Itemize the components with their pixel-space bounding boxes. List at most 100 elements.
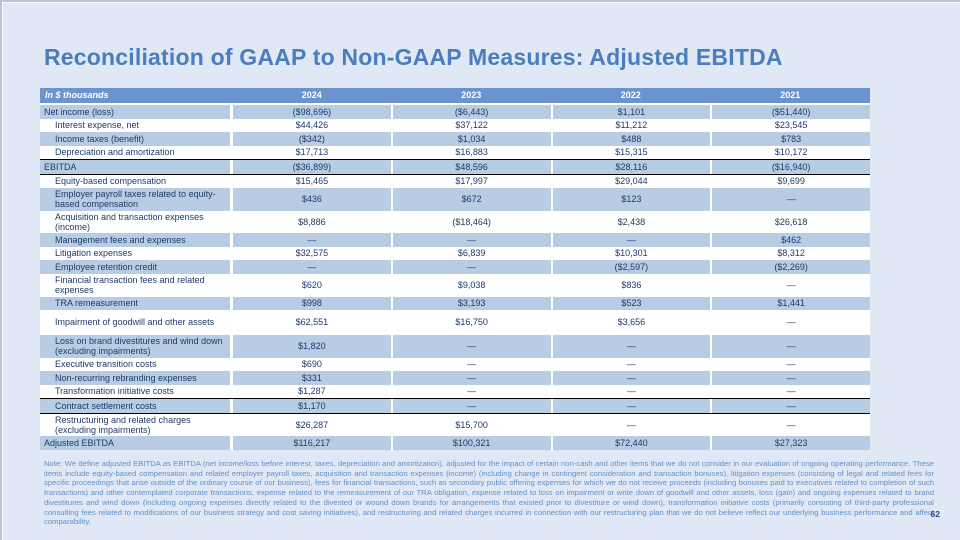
row-label: Adjusted EBITDA: [40, 436, 230, 450]
row-value: $48,596: [392, 160, 551, 174]
row-value: $10,172: [774, 147, 808, 158]
header-year-column: 2022: [620, 90, 641, 101]
row-value: $436: [233, 188, 391, 211]
row-value: —: [552, 399, 711, 413]
row-value: $672: [392, 188, 551, 211]
row-value: ($2,597): [552, 260, 711, 274]
row-value: —: [552, 371, 711, 385]
table-row: Net income (loss) ($98,696) ($6,443) $1,101…: [40, 105, 870, 119]
row-value: —: [626, 386, 636, 397]
row-label: Interest expense, net: [55, 120, 140, 131]
row-value: —: [712, 371, 870, 385]
row-value: ($342): [233, 132, 391, 146]
row-value: $1,170: [233, 399, 391, 413]
row-value: $488: [552, 132, 711, 146]
table-row: Transformation initiative costs $1,287 — — —: [40, 385, 870, 399]
row-label: Executive transition costs: [55, 359, 157, 370]
row-value: —: [233, 260, 391, 274]
row-value: $26,287: [295, 419, 329, 430]
row-value: $523: [552, 296, 711, 311]
row-label: EBITDA: [40, 160, 230, 174]
row-value: —: [786, 280, 796, 291]
row-value: $10,301: [615, 248, 648, 259]
row-value: $17,997: [455, 176, 488, 187]
table-row: Adjusted EBITDA $116,217 $100,321 $72,440 $2…: [40, 436, 870, 450]
row-value: ($2,269): [712, 260, 870, 274]
row-value: $11,212: [615, 120, 648, 131]
row-label: Net income (loss): [40, 105, 230, 119]
row-value: —: [392, 399, 551, 413]
row-value: $23,545: [774, 120, 808, 131]
row-value: $16,750: [455, 317, 488, 328]
row-label: Financial transaction fees and related e…: [55, 274, 205, 296]
row-value: $462: [712, 233, 870, 247]
row-value: $9,038: [457, 280, 486, 291]
row-label: Depreciation and amortization: [55, 147, 175, 158]
table-row: Depreciation and amortization $17,713 $16,…: [40, 146, 870, 160]
row-value: —: [712, 188, 870, 211]
row-value: $8,312: [777, 248, 805, 259]
row-value: $17,713: [295, 147, 329, 158]
table-row: Loss on brand divestitures and wind down…: [40, 335, 870, 358]
row-value: $62,551: [295, 317, 329, 328]
row-label: Impairment of goodwill and other assets: [55, 317, 215, 328]
row-label: Non-recurring rebranding expenses: [40, 371, 230, 385]
row-value: $32,575: [295, 248, 329, 259]
table-row: TRA remeasurement $998 $3,193 $523 $1,441: [40, 296, 870, 311]
row-value: $9,699: [777, 176, 805, 187]
row-value: $100,321: [392, 436, 551, 450]
row-label: Employer payroll taxes related to equity…: [40, 188, 230, 211]
row-value: $1,101: [552, 105, 711, 119]
row-value: —: [786, 386, 796, 397]
row-value: $15,465: [295, 176, 329, 187]
row-label: Contract settlement costs: [40, 399, 230, 413]
reconciliation-table: In $ thousands 2024 2023 2022 2021 Net inco…: [40, 88, 870, 450]
header-year-column: 2024: [301, 90, 322, 101]
row-label: Transformation initiative costs: [55, 386, 174, 397]
row-value: ($36,899): [233, 160, 391, 174]
row-value: $620: [301, 280, 322, 291]
row-value: $15,700: [455, 419, 488, 430]
row-value: $123: [552, 188, 711, 211]
row-value: $3,656: [617, 317, 646, 328]
row-value: —: [392, 335, 551, 358]
row-value: $690: [301, 359, 322, 370]
table-row: Equity-based compensation $15,465 $17,997 $…: [40, 175, 870, 189]
row-value: —: [467, 359, 477, 370]
row-value: $331: [233, 371, 391, 385]
header-year-column: 2021: [780, 90, 801, 101]
row-value: $836: [621, 280, 642, 291]
table-row: Non-recurring rebranding expenses $331— — —: [40, 371, 870, 385]
row-value: $44,426: [295, 120, 329, 131]
table-row: Restructuring and related charges (exclu…: [40, 414, 870, 437]
row-label: Loss on brand divestitures and wind down…: [40, 335, 230, 358]
row-value: —: [786, 317, 796, 328]
table-row: Financial transaction fees and related e…: [40, 274, 870, 297]
row-value: $1,287: [298, 386, 326, 397]
table-row: Employer payroll taxes related to equity…: [40, 188, 870, 211]
table-row: EBITDA ($36,899) $48,596 $28,116 ($16,940): [40, 159, 870, 175]
row-value: $16,883: [455, 147, 488, 158]
row-value: ($18,464): [452, 216, 491, 227]
row-value: —: [467, 386, 477, 397]
row-label: Employee retention credit: [40, 260, 230, 274]
row-value: $2,438: [617, 216, 646, 227]
row-value: $26,618: [774, 216, 808, 227]
table-row: Acquisition and transaction expenses (in…: [40, 211, 870, 234]
page-number: 62: [930, 509, 940, 519]
row-value: —: [712, 335, 870, 358]
header-year-column: 2023: [461, 90, 482, 101]
row-value: $6,839: [457, 248, 486, 259]
row-value: ($6,443): [392, 105, 551, 119]
row-value: $37,122: [455, 120, 488, 131]
row-value: $28,116: [552, 160, 711, 174]
table-row: Interest expense, net $44,426 $37,122 $11,2…: [40, 119, 870, 133]
table-row: Employee retention credit — — ($2,597) ($2,2…: [40, 260, 870, 274]
row-value: $3,193: [392, 296, 551, 311]
row-value: —: [392, 371, 551, 385]
row-label: Acquisition and transaction expenses (in…: [55, 211, 204, 233]
row-value: —: [786, 419, 796, 430]
row-value: —: [712, 399, 870, 413]
row-value: —: [233, 233, 391, 247]
row-value: —: [552, 335, 711, 358]
